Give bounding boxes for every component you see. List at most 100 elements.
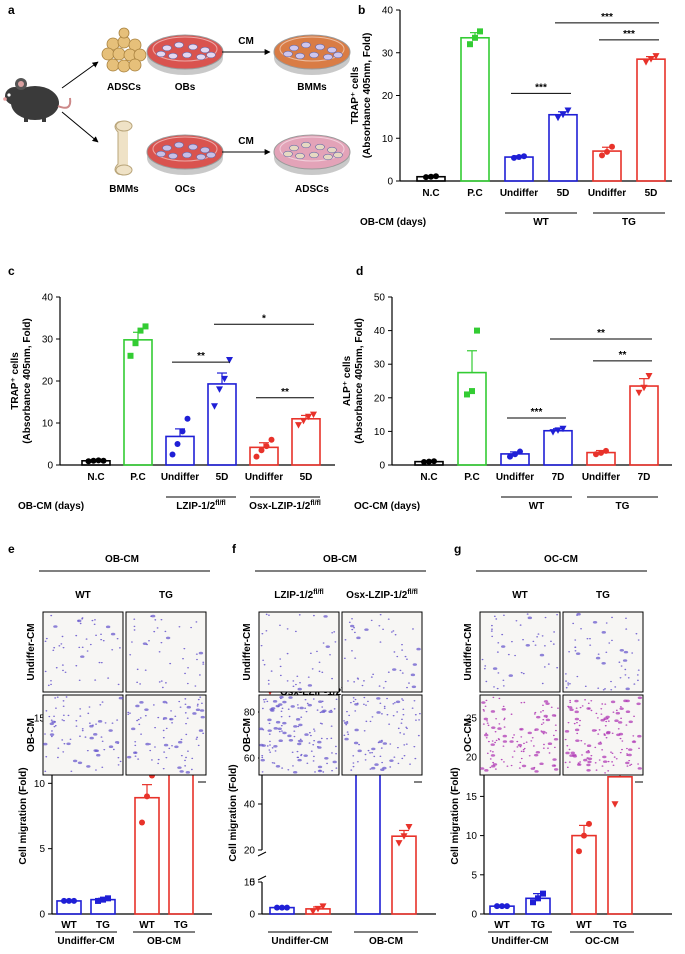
stained-cell xyxy=(199,709,205,712)
stained-cell xyxy=(393,756,396,758)
stained-cell xyxy=(572,754,578,758)
stained-cell xyxy=(595,656,601,660)
stained-cell xyxy=(616,733,621,737)
stained-cell xyxy=(196,736,199,739)
stained-cell xyxy=(574,728,580,732)
stained-cell xyxy=(133,629,136,631)
stained-cell xyxy=(101,701,104,703)
dish-cell xyxy=(168,52,178,60)
group-label-main: LZIP-1/2 xyxy=(176,501,215,512)
data-point xyxy=(549,429,557,436)
stained-cell xyxy=(572,622,575,625)
stained-cell xyxy=(286,680,289,682)
stained-cell xyxy=(503,717,506,720)
stained-cell xyxy=(294,630,297,633)
stained-cell xyxy=(319,711,322,714)
stained-cell xyxy=(279,665,282,668)
dish-cell xyxy=(188,143,198,151)
data-point xyxy=(540,890,546,897)
data-point xyxy=(535,895,541,902)
stained-cell xyxy=(624,668,627,671)
stained-cell xyxy=(348,714,351,717)
data-point xyxy=(642,59,650,66)
stained-cell xyxy=(491,624,493,627)
axis-break-mark xyxy=(257,851,267,857)
micrograph-image xyxy=(125,694,207,776)
stained-cell xyxy=(81,728,84,730)
stained-cell xyxy=(93,749,98,752)
stained-cell xyxy=(626,765,629,767)
stained-cell xyxy=(190,768,193,771)
category-label: 5D xyxy=(557,188,570,199)
stained-cell xyxy=(500,758,503,761)
stained-cell xyxy=(525,741,528,743)
stained-cell xyxy=(353,681,356,683)
stained-cell xyxy=(576,612,581,616)
stained-cell xyxy=(198,729,204,732)
stained-cell xyxy=(353,627,355,629)
stained-cell xyxy=(491,628,493,630)
significance-label: ** xyxy=(597,328,605,339)
stained-cell xyxy=(162,700,167,704)
stained-cell xyxy=(522,750,525,753)
stained-cell xyxy=(502,745,505,747)
stained-cell xyxy=(601,631,606,634)
stained-cell xyxy=(277,705,280,708)
stained-cell xyxy=(576,732,579,735)
stained-cell xyxy=(389,766,392,768)
stained-cell xyxy=(58,645,61,647)
stained-cell xyxy=(104,722,107,724)
stained-cell xyxy=(292,770,298,774)
stained-cell xyxy=(89,736,94,740)
row-label: OC-CM (days) xyxy=(354,501,420,512)
data-point xyxy=(554,114,562,122)
stained-cell xyxy=(370,676,373,678)
stained-cell xyxy=(522,639,524,641)
stained-cell xyxy=(331,677,333,680)
stained-cell xyxy=(316,650,318,653)
y-axis-label-2: (Absorbance 405nm, Fold) xyxy=(22,318,33,444)
stained-cell xyxy=(94,619,96,621)
stained-cell xyxy=(49,733,55,736)
stained-cell xyxy=(261,754,264,757)
data-point xyxy=(284,904,290,911)
y-tick-label: 0 xyxy=(47,461,53,472)
schematic-bottom-dish-label: OCs xyxy=(175,184,196,195)
data-point xyxy=(61,897,67,904)
stained-cell xyxy=(198,674,201,676)
schematic-top-dish-label: OBs xyxy=(175,82,196,93)
stained-cell xyxy=(297,687,302,691)
stained-cell xyxy=(126,755,132,759)
group-label: Osx-LZIP-1/2fl/fl xyxy=(249,500,321,512)
culture-dish-bmms xyxy=(273,34,351,75)
stained-cell xyxy=(185,756,187,759)
stained-cell xyxy=(139,683,142,685)
data-point xyxy=(472,34,478,41)
stained-cell xyxy=(77,761,83,765)
stained-cell xyxy=(84,736,87,738)
stained-cell xyxy=(61,739,64,741)
micrograph-panel-e: OB-CM WT TG Undiffer-CM OB-CM xyxy=(26,554,210,783)
stained-cell xyxy=(293,735,296,738)
stained-cell xyxy=(598,759,601,761)
data-point xyxy=(314,905,322,913)
stained-cell xyxy=(268,722,271,725)
stained-cell xyxy=(567,721,570,724)
stained-cell xyxy=(184,672,186,675)
stained-cell xyxy=(534,711,537,714)
data-point xyxy=(144,793,150,800)
stained-cell xyxy=(372,673,375,676)
data-point xyxy=(599,152,605,159)
stained-cell xyxy=(118,696,124,700)
stained-cell xyxy=(95,634,97,637)
stained-cell xyxy=(625,617,627,619)
stained-cell xyxy=(515,620,518,622)
micrograph-frame xyxy=(562,694,644,776)
stained-cell xyxy=(417,734,420,737)
y-tick-label: 5 xyxy=(249,878,255,889)
dish-cell xyxy=(283,150,293,158)
stained-cell xyxy=(564,673,567,675)
y-tick-label: 10 xyxy=(42,419,54,430)
stained-cell xyxy=(619,751,622,754)
stained-cell xyxy=(406,727,408,730)
